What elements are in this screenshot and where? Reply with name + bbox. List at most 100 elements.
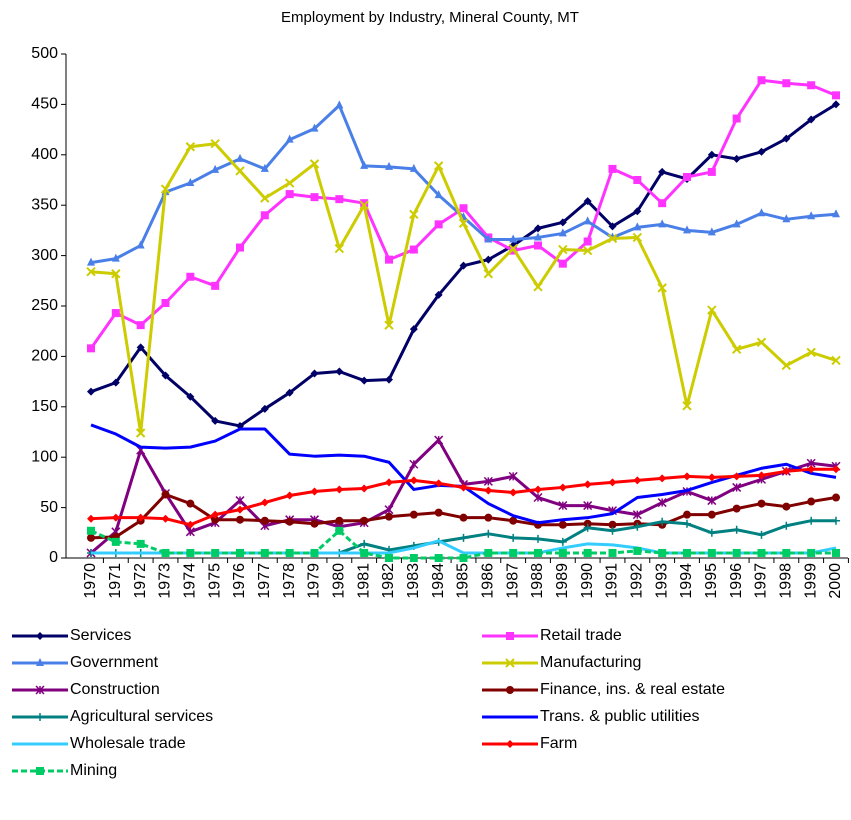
marker bbox=[732, 114, 741, 123]
y-tick-label: 500 bbox=[31, 45, 58, 62]
y-tick-label: 350 bbox=[31, 196, 58, 213]
chart-title: Employment by Industry, Mineral County, … bbox=[281, 9, 579, 26]
marker bbox=[657, 283, 667, 293]
marker bbox=[658, 219, 667, 228]
marker bbox=[633, 522, 642, 531]
legend-item: Manufacturing bbox=[482, 654, 641, 671]
marker bbox=[409, 209, 419, 219]
marker bbox=[360, 160, 369, 169]
marker bbox=[260, 404, 269, 413]
marker bbox=[732, 154, 741, 163]
marker bbox=[782, 214, 791, 223]
marker bbox=[409, 245, 418, 254]
marker bbox=[807, 548, 816, 557]
marker bbox=[434, 190, 443, 199]
marker bbox=[409, 476, 418, 485]
marker bbox=[285, 548, 294, 557]
legend-label: Mining bbox=[70, 762, 117, 779]
marker bbox=[309, 159, 320, 169]
marker bbox=[608, 526, 617, 535]
x-tick-label: 1991 bbox=[604, 563, 621, 599]
marker bbox=[782, 521, 791, 530]
marker bbox=[285, 491, 294, 500]
marker bbox=[707, 510, 716, 519]
series-line bbox=[90, 423, 837, 525]
x-tick-label: 1998 bbox=[778, 563, 795, 599]
marker bbox=[534, 534, 542, 543]
marker bbox=[782, 502, 791, 511]
marker bbox=[806, 347, 816, 358]
marker bbox=[434, 435, 444, 445]
series bbox=[90, 423, 837, 525]
marker bbox=[211, 510, 220, 519]
marker bbox=[211, 281, 220, 290]
series bbox=[87, 100, 840, 430]
x-tick-label: 1987 bbox=[504, 563, 521, 599]
marker bbox=[409, 459, 419, 469]
marker bbox=[136, 321, 145, 330]
legend-item: Mining bbox=[12, 762, 117, 779]
marker bbox=[310, 487, 319, 496]
marker bbox=[161, 548, 170, 557]
marker bbox=[832, 493, 840, 502]
marker bbox=[434, 554, 443, 562]
legend-label: Services bbox=[70, 627, 131, 644]
marker bbox=[756, 337, 767, 347]
x-tick-label: 1979 bbox=[306, 563, 323, 599]
marker bbox=[186, 178, 195, 187]
marker bbox=[335, 195, 344, 204]
legend-label: Farm bbox=[540, 735, 577, 752]
marker bbox=[409, 554, 418, 562]
marker bbox=[832, 465, 840, 474]
marker bbox=[807, 211, 816, 220]
marker bbox=[459, 513, 468, 522]
x-tick-label: 2000 bbox=[827, 563, 844, 599]
marker bbox=[236, 153, 244, 162]
legend-label: Agricultural services bbox=[70, 708, 213, 725]
marker bbox=[608, 478, 617, 487]
marker bbox=[235, 496, 245, 506]
x-tick-label: 1999 bbox=[802, 563, 819, 599]
marker bbox=[260, 211, 269, 220]
x-tick-label: 1990 bbox=[579, 563, 596, 599]
marker bbox=[87, 344, 95, 353]
marker bbox=[310, 548, 319, 557]
x-tick-label: 1983 bbox=[405, 563, 422, 599]
marker bbox=[335, 526, 344, 535]
x-tick-label: 1994 bbox=[678, 563, 695, 599]
marker bbox=[558, 501, 568, 511]
marker bbox=[558, 218, 567, 227]
x-tick-label: 1995 bbox=[703, 563, 720, 599]
marker bbox=[483, 269, 494, 279]
marker bbox=[236, 505, 244, 514]
marker bbox=[732, 504, 741, 513]
marker bbox=[658, 517, 667, 526]
marker bbox=[385, 375, 393, 384]
marker bbox=[632, 232, 643, 243]
marker bbox=[260, 548, 269, 557]
marker bbox=[260, 516, 269, 525]
y-tick-label: 450 bbox=[31, 96, 58, 113]
marker bbox=[505, 658, 515, 668]
marker bbox=[508, 471, 518, 481]
marker bbox=[186, 272, 195, 281]
series-line bbox=[91, 539, 837, 555]
marker bbox=[633, 546, 642, 555]
marker bbox=[483, 476, 493, 486]
marker bbox=[484, 234, 493, 243]
series bbox=[87, 490, 840, 542]
x-tick-label: 1985 bbox=[455, 563, 472, 599]
legend-item: Farm bbox=[482, 735, 577, 752]
marker bbox=[161, 298, 170, 307]
marker bbox=[558, 520, 567, 529]
marker bbox=[186, 499, 195, 508]
legend-item: Government bbox=[12, 654, 159, 671]
marker bbox=[506, 740, 514, 748]
marker bbox=[583, 237, 592, 246]
marker bbox=[707, 227, 716, 236]
legend-item: Construction bbox=[12, 681, 160, 698]
marker bbox=[583, 548, 592, 557]
marker bbox=[260, 163, 269, 172]
marker bbox=[731, 344, 742, 355]
series bbox=[91, 539, 837, 555]
